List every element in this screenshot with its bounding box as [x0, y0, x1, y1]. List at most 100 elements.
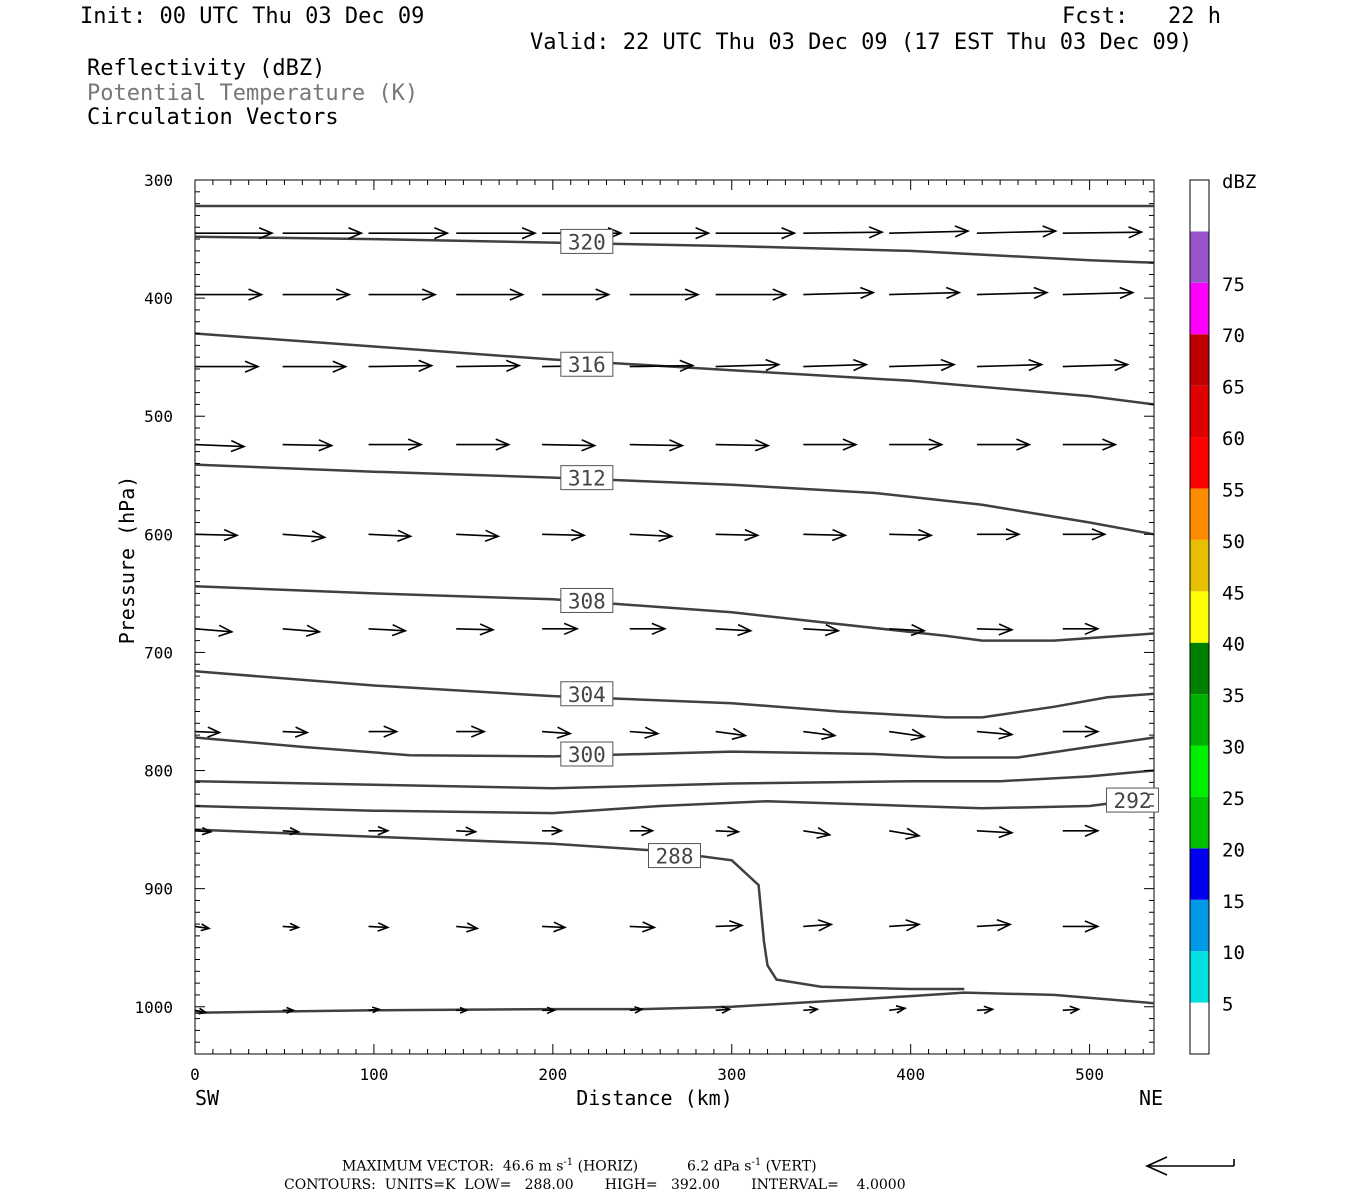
- vector-head: [832, 528, 848, 542]
- vector-head: [1084, 725, 1100, 738]
- vector-head: [470, 725, 487, 738]
- colorbar-label: 45: [1222, 582, 1245, 604]
- vector-head: [824, 623, 841, 637]
- vector-shaft: [976, 363, 1042, 368]
- vector-head: [434, 226, 450, 240]
- colorbar-segment: [1190, 385, 1209, 438]
- vector-shaft: [976, 230, 1056, 234]
- colorbar-segment: [1190, 899, 1209, 952]
- vector-shaft: [715, 443, 769, 447]
- contour-label-box: [1106, 787, 1160, 813]
- contour-info: CONTOURS: UNITS=K LOW= 288.00 HIGH= 392.…: [284, 1177, 906, 1193]
- vector-head: [1128, 226, 1144, 239]
- vector-shaft: [1062, 1008, 1079, 1012]
- vector-head: [383, 725, 399, 738]
- vector-shaft: [976, 829, 1012, 834]
- x-tick-label: 500: [1075, 1065, 1104, 1084]
- colorbar-label: 75: [1222, 274, 1245, 296]
- vector-shaft: [282, 730, 308, 734]
- colorbar-segment: [1190, 796, 1209, 849]
- vector-head: [495, 438, 511, 451]
- vector-shaft: [715, 1008, 730, 1012]
- colorbar-segment: [1190, 539, 1209, 592]
- vector-shaft: [803, 829, 830, 836]
- vector-head: [421, 288, 438, 301]
- vector-head: [595, 288, 611, 301]
- vector-shaft: [629, 730, 658, 735]
- x-axis-left-end-label: SW: [195, 1086, 220, 1110]
- vector-head: [509, 288, 525, 301]
- vector-head: [1084, 824, 1100, 837]
- vector-shaft: [1062, 363, 1128, 368]
- forecast-hour: Fcst: 22 h: [1062, 4, 1221, 29]
- vector-shaft: [889, 829, 920, 837]
- vector-head: [910, 728, 927, 741]
- vector-shaft: [194, 829, 211, 833]
- vector-head: [1102, 438, 1118, 451]
- vector-head: [230, 439, 247, 453]
- vector-head: [407, 438, 424, 451]
- vector-head: [248, 288, 264, 301]
- vector-head: [207, 726, 222, 738]
- vector-shaft: [282, 628, 320, 633]
- vector-head: [218, 624, 234, 637]
- vector-shaft: [715, 533, 758, 537]
- vector-shaft: [889, 1007, 906, 1012]
- colorbar-segment: [1190, 180, 1209, 232]
- vector-shaft: [629, 443, 683, 447]
- vector-head: [484, 529, 501, 542]
- colorbar-segment: [1190, 694, 1209, 746]
- colorbar-label: 60: [1222, 428, 1245, 450]
- colorbar-label: 25: [1222, 788, 1245, 810]
- vector-head: [860, 286, 876, 300]
- contour-label: 292: [1114, 789, 1152, 813]
- vector-head: [644, 726, 660, 739]
- vector-shaft: [542, 533, 585, 537]
- colorbar-segment: [1190, 282, 1209, 335]
- vector-head: [658, 529, 674, 542]
- vector-head: [983, 1005, 995, 1015]
- theta-contour-line: [194, 585, 1155, 642]
- vector-head: [744, 528, 760, 542]
- vector-shaft: [456, 628, 493, 631]
- vector-shaft: [803, 730, 835, 737]
- colorbar-label: 70: [1222, 325, 1245, 347]
- colorbar-label: 30: [1222, 737, 1245, 759]
- contour-label: 316: [568, 353, 606, 377]
- vector-head: [1016, 438, 1032, 451]
- y-axis-title: Pressure (hPa): [115, 476, 139, 645]
- contour-label-box: [648, 843, 701, 869]
- field-reflectivity: Reflectivity (dBZ): [87, 56, 326, 81]
- vector-shaft: [803, 231, 883, 234]
- vector-head: [954, 225, 971, 238]
- vector-head: [371, 1006, 382, 1014]
- vector-shaft: [889, 363, 954, 368]
- init-time: Init: 00 UTC Thu 03 Dec 09: [80, 4, 425, 29]
- vector-head: [816, 827, 832, 839]
- colorbar-segment: [1190, 642, 1209, 695]
- y-tick-label: 400: [144, 289, 173, 308]
- colorbar-label: 10: [1222, 942, 1245, 964]
- vector-shaft: [889, 628, 925, 632]
- vector-head: [772, 288, 788, 301]
- contour-label: 320: [568, 230, 606, 254]
- vector-head: [868, 226, 885, 239]
- vector-shaft: [282, 925, 299, 929]
- vector-head: [289, 922, 301, 932]
- circulation-vectors: [194, 225, 1144, 1015]
- vector-shaft: [803, 291, 874, 296]
- vector-head: [1033, 286, 1049, 300]
- y-tick-label: 800: [144, 762, 173, 781]
- vector-head: [546, 1006, 557, 1015]
- vector-head: [418, 359, 434, 373]
- max-vector-info: MAXIMUM VECTOR: 46.6 m s-1 (HORIZ) 6.2 d…: [342, 1157, 817, 1175]
- vector-head: [1114, 358, 1130, 372]
- contour-label-box: [560, 465, 614, 491]
- vector-head: [377, 922, 390, 932]
- contour-label-box: [560, 741, 614, 767]
- colorbar-label: 55: [1222, 479, 1245, 501]
- valid-time: Valid: 22 UTC Thu 03 Dec 09 (17 EST Thu …: [530, 30, 1193, 55]
- theta-contour-line: [194, 769, 1155, 790]
- vector-head: [377, 825, 390, 836]
- vector-head: [669, 439, 685, 452]
